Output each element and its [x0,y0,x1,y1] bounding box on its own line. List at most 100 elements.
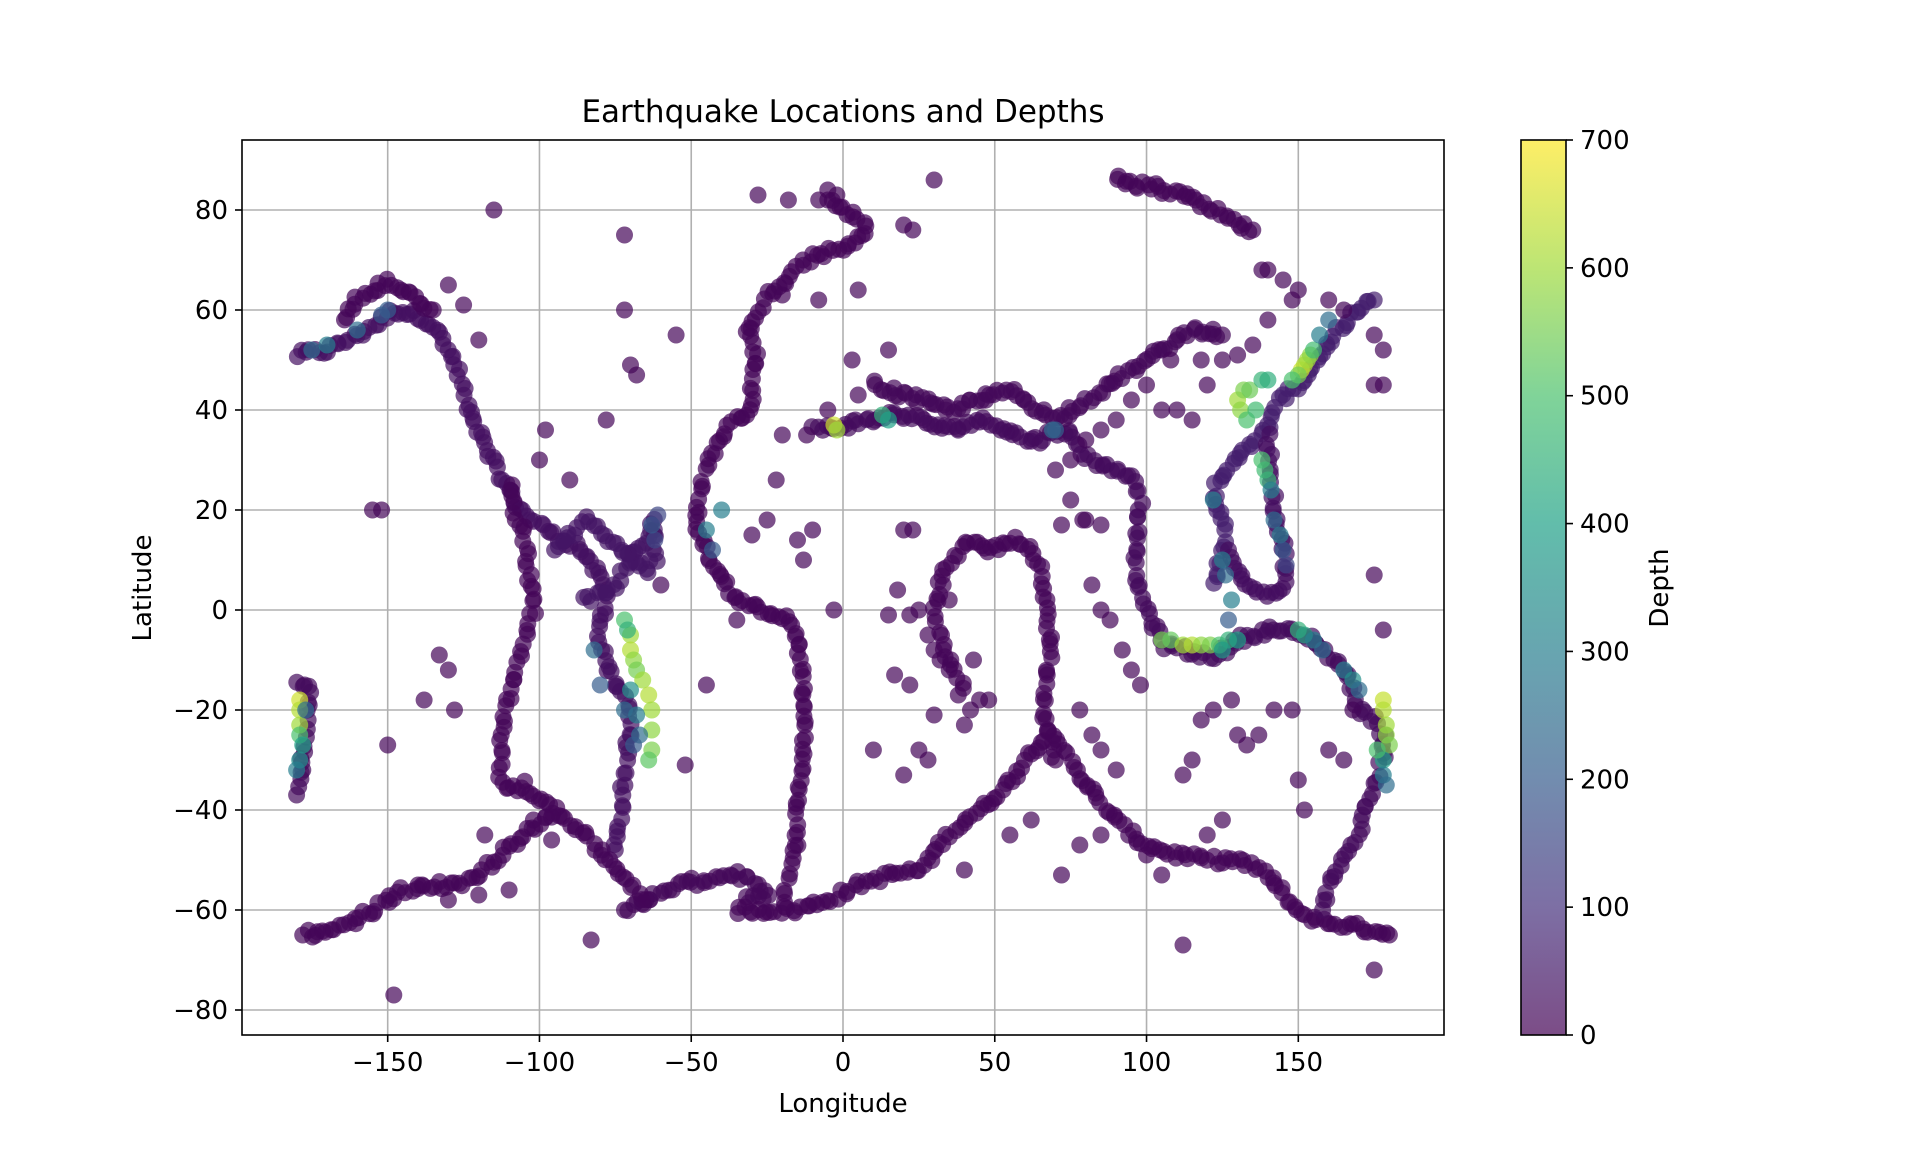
scatter-point [561,471,579,489]
scatter-point [503,476,521,494]
scatter-point [1335,751,1353,769]
scatter-point [1213,351,1231,369]
scatter-point [500,881,518,899]
scatter-point [1220,611,1237,629]
colorbar-tick-label: 500 [1580,382,1630,412]
scatter-point [864,741,882,759]
scatter-point [1344,701,1362,719]
colorbar-tick-label: 200 [1580,765,1630,795]
scatter-point [455,296,473,314]
scatter-point [348,321,366,339]
colorbar-tick-label: 0 [1580,1021,1597,1051]
scatter-point [767,471,785,489]
scatter-point [1380,926,1398,944]
scatter-point [1223,591,1240,609]
scatter-point [1192,351,1210,369]
scatter-point [779,191,797,209]
scatter-point [1365,326,1383,344]
y-tick-label: −60 [173,896,228,926]
scatter-point [1274,541,1292,559]
scatter-point [646,531,664,549]
scatter-point [1289,771,1307,789]
scatter-point [697,676,715,694]
scatter-point [1213,641,1231,659]
scatter-point [1001,826,1019,844]
scatter-point [955,716,973,734]
scatter-point [810,291,828,309]
scatter-point [795,551,812,569]
scatter-point [828,421,846,439]
scatter-point [1365,291,1383,309]
scatter-point [1374,701,1392,719]
scatter-point [640,751,658,769]
scatter-point [1071,701,1089,719]
scatter-point [1368,741,1386,759]
scatter-point [1213,551,1231,569]
scatter-point [934,576,952,594]
scatter-point [849,386,867,404]
scatter-point [1213,811,1231,829]
scatter-point [470,331,488,349]
scatter-point [965,651,982,669]
scatter-point [616,226,633,244]
scatter-point [1283,701,1301,719]
y-tick-label: 40 [195,396,228,426]
scatter-point [828,186,846,204]
scatter-point [476,826,494,844]
x-tick-label: −150 [352,1048,423,1078]
scatter-point [385,986,403,1004]
scatter-point [1083,726,1101,744]
scatter-point [1138,846,1155,864]
scatter-point [546,541,564,559]
scatter-point [949,686,967,704]
scatter-point [1113,641,1131,659]
scatter-point [1092,826,1110,844]
x-tick-label: −100 [504,1048,575,1078]
colorbar-ticks: 0 100 200 300 400 500 600 700 [1566,126,1630,1051]
scatter-point [1107,761,1125,779]
scatter-point [773,286,791,304]
scatter-point [980,691,998,709]
scatter-point [1229,631,1247,649]
scatter-point [825,601,843,619]
scatter-point [527,604,544,622]
scatter-point [616,301,633,319]
scatter-point [667,326,685,344]
scatter-point [1244,336,1262,354]
scatter-point [1271,526,1289,544]
scatter-point [1244,221,1262,239]
scatter-point [1265,511,1283,529]
scatter-point [1162,351,1180,369]
x-axis-label: Longitude [778,1089,907,1119]
y-tick-label: −40 [173,796,228,826]
y-tick-label: −80 [173,996,228,1026]
scatter-point [1062,491,1080,509]
scatter-point [439,276,457,294]
scatter-point [1138,376,1155,394]
scatter-point [1153,401,1171,419]
scatter-point [1174,936,1192,954]
scatter-point [597,411,615,429]
scatter-point [1253,261,1271,279]
scatter-point [1259,371,1277,389]
scatter-point [1265,701,1283,719]
scatter-point [889,581,907,599]
scatter-point [1295,801,1313,819]
scatter-point [940,591,958,609]
scatter-point [439,661,457,679]
scatter-point [1320,741,1338,759]
scatter-point [955,861,973,879]
scatter-point [1183,751,1201,769]
scatter-point [1036,692,1054,709]
scatter-point [318,336,336,354]
scatter-point [288,761,306,779]
scatter-point [697,521,715,539]
scatter-point [758,511,776,529]
scatter-point [379,301,397,319]
colorbar-tick-label: 700 [1580,126,1630,156]
scatter-point [585,641,603,659]
x-tick-label: 150 [1273,1048,1323,1078]
scatter-point [446,701,463,719]
scatter-point [804,521,822,539]
scatter-point [1241,381,1259,399]
